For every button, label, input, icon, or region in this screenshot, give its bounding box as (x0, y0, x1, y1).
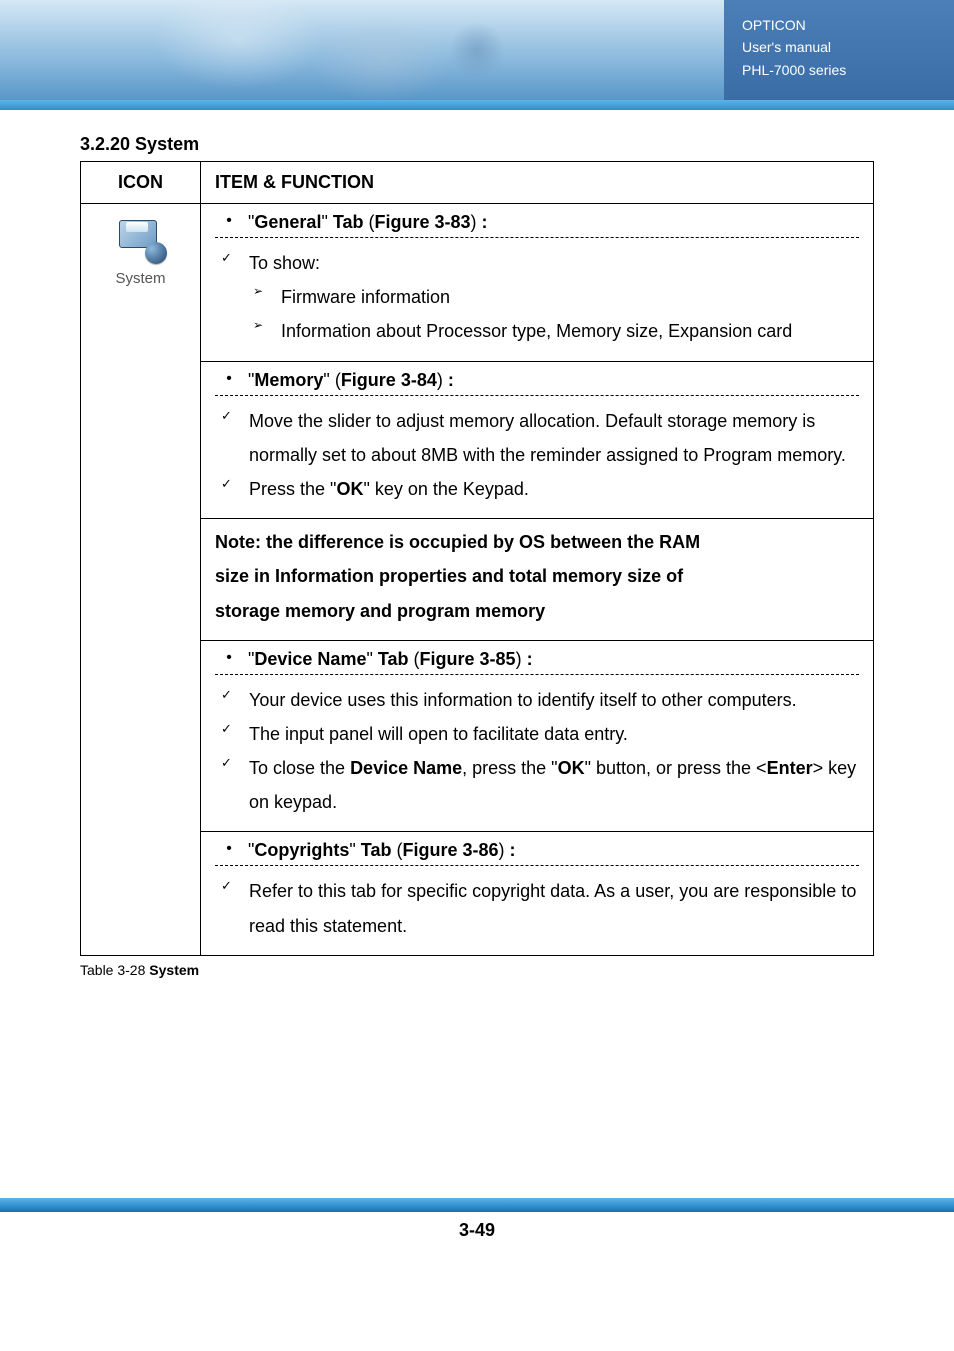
close-post1: " button, or press the < (585, 758, 767, 778)
th-icon: ICON (81, 162, 201, 204)
memory-tab-body: Move the slider to adjust memory allocat… (201, 398, 874, 519)
banner-line-2: User's manual (742, 36, 936, 58)
close-mid: , press the " (462, 758, 557, 778)
banner-underbar (0, 100, 954, 110)
memory-tab-header: "Memory" (Figure 3-84) : (201, 361, 874, 398)
banner-line-3: PHL-7000 series (742, 59, 936, 81)
system-table: ICON ITEM & FUNCTION System "General" Ta… (80, 161, 874, 956)
press-ok-pre: Press the " (249, 479, 336, 499)
system-icon (113, 216, 169, 264)
general-bold: General (254, 212, 321, 232)
general-tab-body: To show: Firmware information Informatio… (201, 240, 874, 361)
copyrights-bold: Copyrights (254, 840, 349, 860)
page-number: 3-49 (0, 1220, 954, 1261)
colon: : (482, 212, 488, 232)
banner-text-block: OPTICON User's manual PHL-7000 series (724, 0, 954, 100)
press-ok-post: " key on the Keypad. (363, 479, 529, 499)
device-tab-header: "Device Name" Tab (Figure 3-85) : (201, 640, 874, 677)
fig-3-86: Figure 3-86 (402, 840, 498, 860)
tab-word: Tab (333, 212, 364, 232)
proc-info-item: Information about Processor type, Memory… (215, 314, 859, 348)
fig-3-84: Figure 3-84 (341, 370, 437, 390)
close-device-item: To close the Device Name, press the "OK"… (215, 751, 859, 819)
identify-item: Your device uses this information to ide… (215, 683, 859, 717)
memory-bold: Memory (254, 370, 323, 390)
ok-bold-1: OK (336, 479, 363, 499)
icon-label: System (81, 270, 200, 287)
footer-bar (0, 1198, 954, 1212)
paren-open: ( (364, 212, 375, 232)
memory-note: Note: the difference is occupied by OS b… (201, 519, 874, 641)
table-caption: Table 3-28 System (80, 962, 874, 978)
icon-cell: System (81, 204, 201, 956)
fig-3-85: Figure 3-85 (420, 649, 516, 669)
note-line-1: Note: the difference is occupied by OS b… (215, 525, 859, 559)
copyrights-tab-header: "Copyrights" Tab (Figure 3-86) : (201, 832, 874, 869)
page-content: 3.2.20 System ICON ITEM & FUNCTION Syste… (0, 134, 954, 978)
close-pre: To close the (249, 758, 350, 778)
refer-item: Refer to this tab for specific copyright… (215, 874, 859, 942)
paren-close: ) (471, 212, 482, 232)
press-ok-item: Press the "OK" key on the Keypad. (215, 472, 859, 506)
caption-pre: Table 3-28 (80, 962, 149, 978)
th-item-function: ITEM & FUNCTION (201, 162, 874, 204)
device-name-bold-2: Device Name (350, 758, 462, 778)
firmware-item: Firmware information (215, 280, 859, 314)
to-show-item: To show: (215, 246, 859, 280)
header-banner: OPTICON User's manual PHL-7000 series (0, 0, 954, 100)
copyrights-tab-body: Refer to this tab for specific copyright… (201, 868, 874, 955)
note-line-3: storage memory and program memory (215, 594, 859, 628)
device-tab-body: Your device uses this information to ide… (201, 677, 874, 832)
move-slider-item: Move the slider to adjust memory allocat… (215, 404, 859, 472)
input-panel-item: The input panel will open to facilitate … (215, 717, 859, 751)
note-line-2: size in Information properties and total… (215, 559, 859, 593)
device-name-bold: Device Name (254, 649, 366, 669)
banner-line-1: OPTICON (742, 14, 936, 36)
caption-bold: System (149, 962, 199, 978)
section-heading: 3.2.20 System (80, 134, 874, 155)
ok-bold-2: OK (558, 758, 585, 778)
general-tab-header: "General" Tab (Figure 3-83) : (201, 204, 874, 241)
fig-3-83: Figure 3-83 (375, 212, 471, 232)
enter-bold: Enter (767, 758, 813, 778)
